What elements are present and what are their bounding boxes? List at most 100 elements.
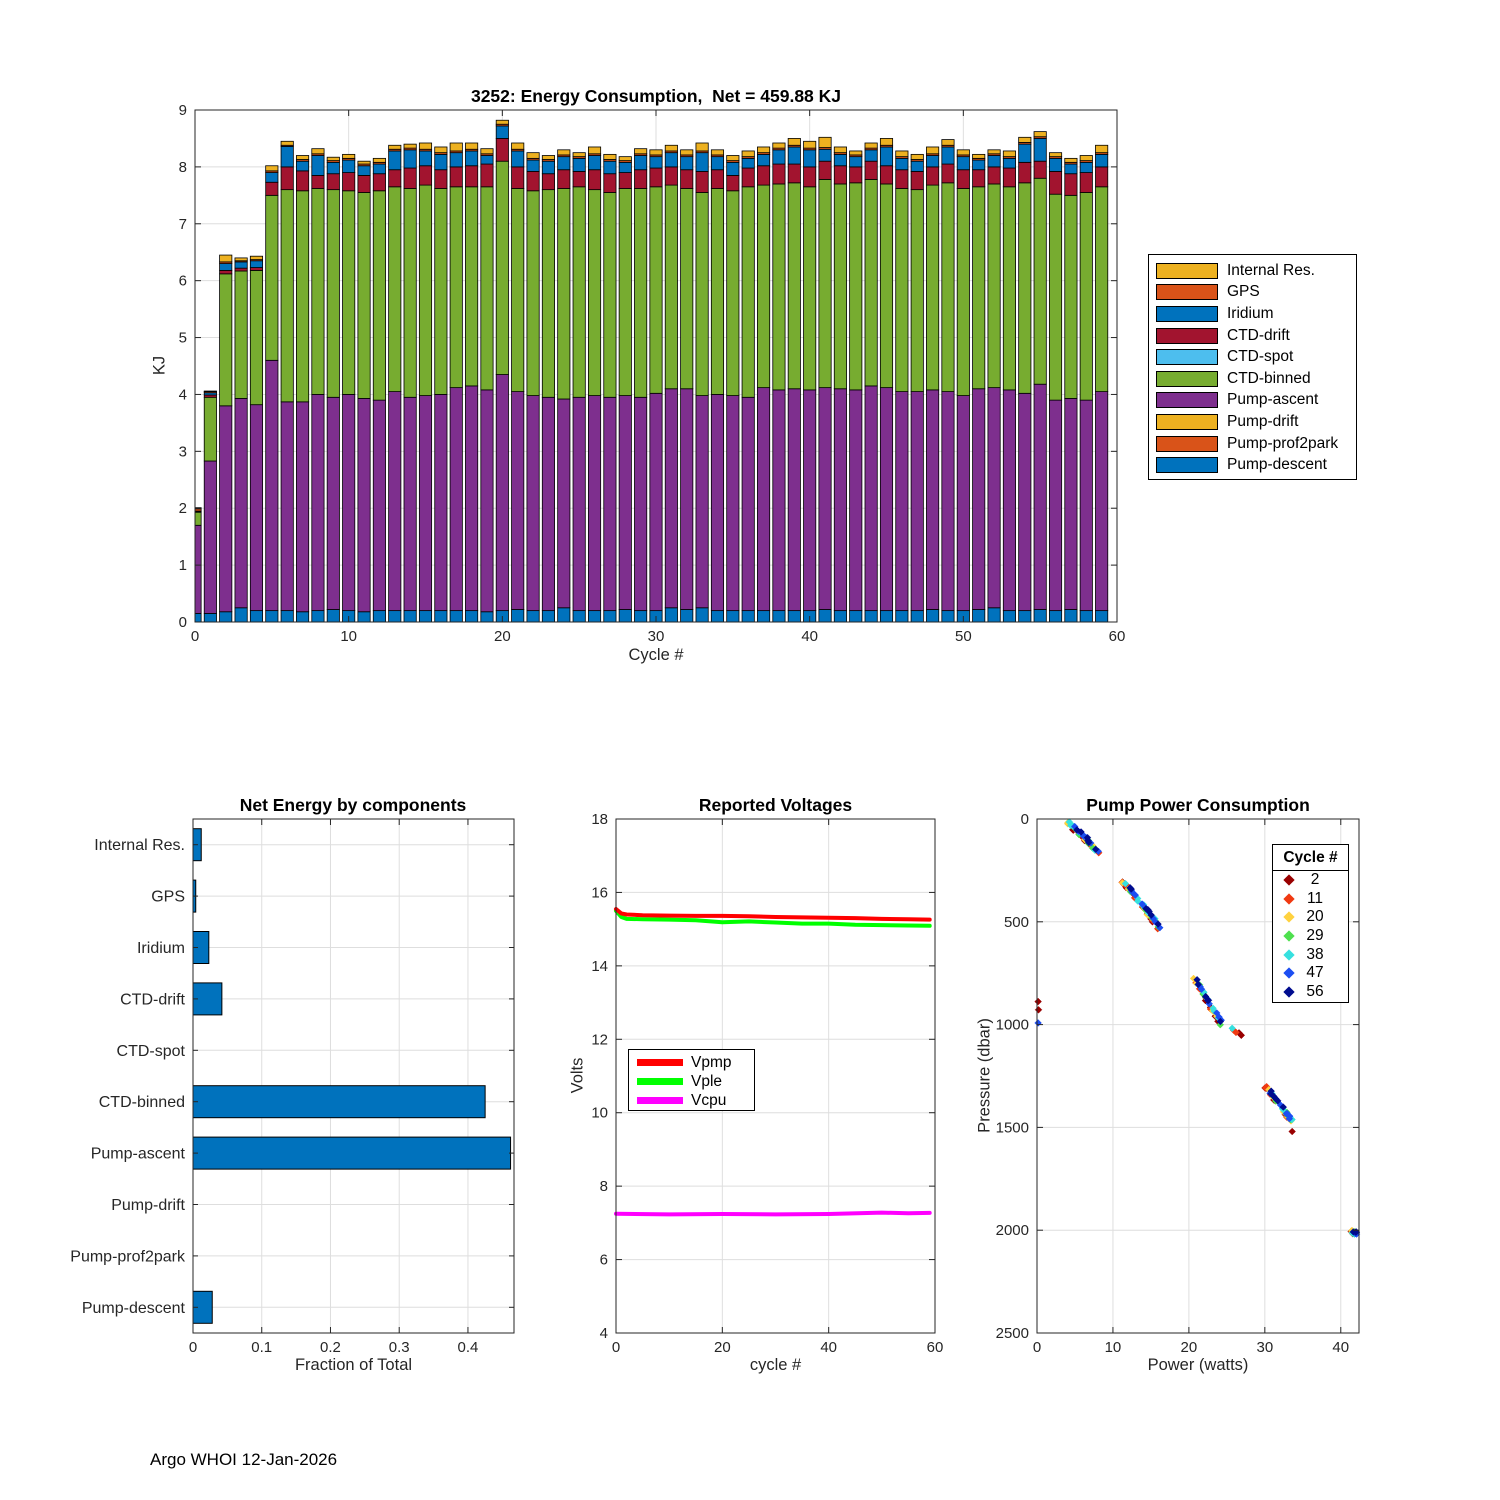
- bar-segment: [895, 157, 909, 171]
- bar-segment: [649, 149, 663, 156]
- bar-segment: [557, 156, 571, 171]
- bar-segment: [587, 155, 602, 171]
- bar-segment: [434, 146, 448, 154]
- stacked-bar: [1064, 157, 1078, 623]
- bar-segment: [311, 155, 325, 176]
- bar-segment: [1095, 166, 1109, 188]
- bar-segment: [388, 169, 402, 188]
- voltages-legend: Vpmp Vple Vcpu: [628, 1049, 755, 1111]
- bar-segment: [265, 165, 279, 172]
- legend-item-cycle-47: 47: [1273, 964, 1348, 983]
- bar-segment: [803, 166, 817, 188]
- bar-segment: [618, 188, 632, 396]
- bar-segment: [710, 156, 725, 171]
- bar-segment: [757, 610, 771, 623]
- bar-segment: [249, 610, 264, 623]
- bar-segment: [265, 610, 279, 623]
- bar-segment: [972, 153, 986, 159]
- tick-label: 4: [600, 1325, 608, 1342]
- bar-segment: [895, 188, 909, 393]
- bar-segment: [726, 155, 740, 162]
- legend-line: [637, 1078, 683, 1085]
- bar-segment: [1018, 136, 1032, 143]
- bar-segment: [1064, 609, 1078, 623]
- stacked-bar: [879, 138, 894, 623]
- bar-segment: [787, 610, 801, 623]
- stacked-bar: [695, 142, 709, 623]
- bar-segment: [864, 610, 878, 623]
- stacked-bar: [296, 155, 310, 623]
- bar-segment: [480, 611, 494, 623]
- stacked-bar: [618, 156, 632, 623]
- bar-segment: [541, 155, 555, 160]
- stacked-bar: [910, 153, 924, 623]
- bar-segment: [280, 166, 294, 191]
- bar-segment: [726, 161, 740, 176]
- bar-segment: [941, 163, 955, 184]
- bar-segment: [465, 610, 479, 623]
- legend-swatch: [1156, 284, 1218, 301]
- legend-item-vpmp: Vpmp: [629, 1053, 754, 1072]
- bar-segment: [1079, 161, 1093, 173]
- bar-segment: [449, 152, 463, 168]
- tick-label: Pump-ascent: [91, 1146, 186, 1163]
- axes-box: [1036, 818, 1360, 1334]
- bar-segment: [849, 150, 863, 156]
- scatter-point: [1267, 1087, 1275, 1095]
- bar-segment: [388, 144, 402, 150]
- bar-segment: [495, 138, 509, 162]
- bar-segment: [634, 396, 648, 612]
- bar-segment: [296, 155, 310, 160]
- bar-segment: [388, 186, 402, 393]
- tick-label: 0: [1033, 1339, 1041, 1356]
- bar-segment: [1033, 383, 1047, 610]
- scatter-point: [1288, 1127, 1296, 1136]
- bar-segment: [194, 524, 202, 614]
- tick-label: 1: [179, 557, 187, 574]
- tick-label: 12: [591, 1031, 608, 1048]
- bar-segment: [572, 152, 586, 158]
- scatter-point: [1213, 1009, 1221, 1017]
- voltage-line-vcpu: [614, 1210, 932, 1217]
- bar-segment: [618, 161, 632, 173]
- bar-segment: [203, 613, 217, 623]
- bar-segment: [956, 188, 970, 396]
- bar-segment: [710, 394, 725, 612]
- bar-segment: [326, 609, 340, 623]
- bar-segment: [910, 189, 924, 392]
- bar-segment: [1033, 138, 1047, 162]
- bar-segment: [772, 610, 786, 623]
- bar-segment: [1033, 160, 1047, 179]
- scatter-point: [1193, 975, 1201, 984]
- bar-segment: [526, 171, 540, 192]
- energy-chart-xlabel: Cycle #: [628, 646, 684, 664]
- stacked-bar: [926, 146, 940, 623]
- bar-segment: [649, 186, 663, 394]
- bar-segment: [296, 170, 310, 192]
- bar-segment: [849, 389, 863, 612]
- bar-segment: [772, 142, 786, 149]
- bar-segment: [680, 149, 694, 156]
- pump-power-ylabel: Pressure (dbar): [975, 1018, 994, 1133]
- bar-segment: [1064, 157, 1078, 163]
- bar-segment: [972, 169, 986, 188]
- scatter-point: [1204, 996, 1212, 1005]
- tick-label: Internal Res.: [94, 837, 185, 854]
- bar-segment: [541, 189, 555, 398]
- bar-segment: [480, 186, 494, 391]
- bar-segment: [680, 169, 694, 189]
- legend-swatch: [1156, 305, 1218, 322]
- bar-segment: [587, 610, 602, 623]
- tick-label: 9: [179, 102, 187, 119]
- bar-segment: [526, 152, 540, 159]
- legend-label: CTD-binned: [1227, 369, 1311, 387]
- bar-segment: [511, 188, 525, 393]
- legend-item-cycle-20: 20: [1273, 908, 1348, 927]
- bar-segment: [280, 610, 294, 623]
- voltages-ylabel: Volts: [568, 1057, 587, 1094]
- bar-segment: [772, 389, 786, 612]
- footer-annotation: Argo WHOI 12-Jan-2026: [150, 1450, 338, 1469]
- bar-segment: [526, 190, 540, 396]
- bar-segment: [357, 611, 371, 623]
